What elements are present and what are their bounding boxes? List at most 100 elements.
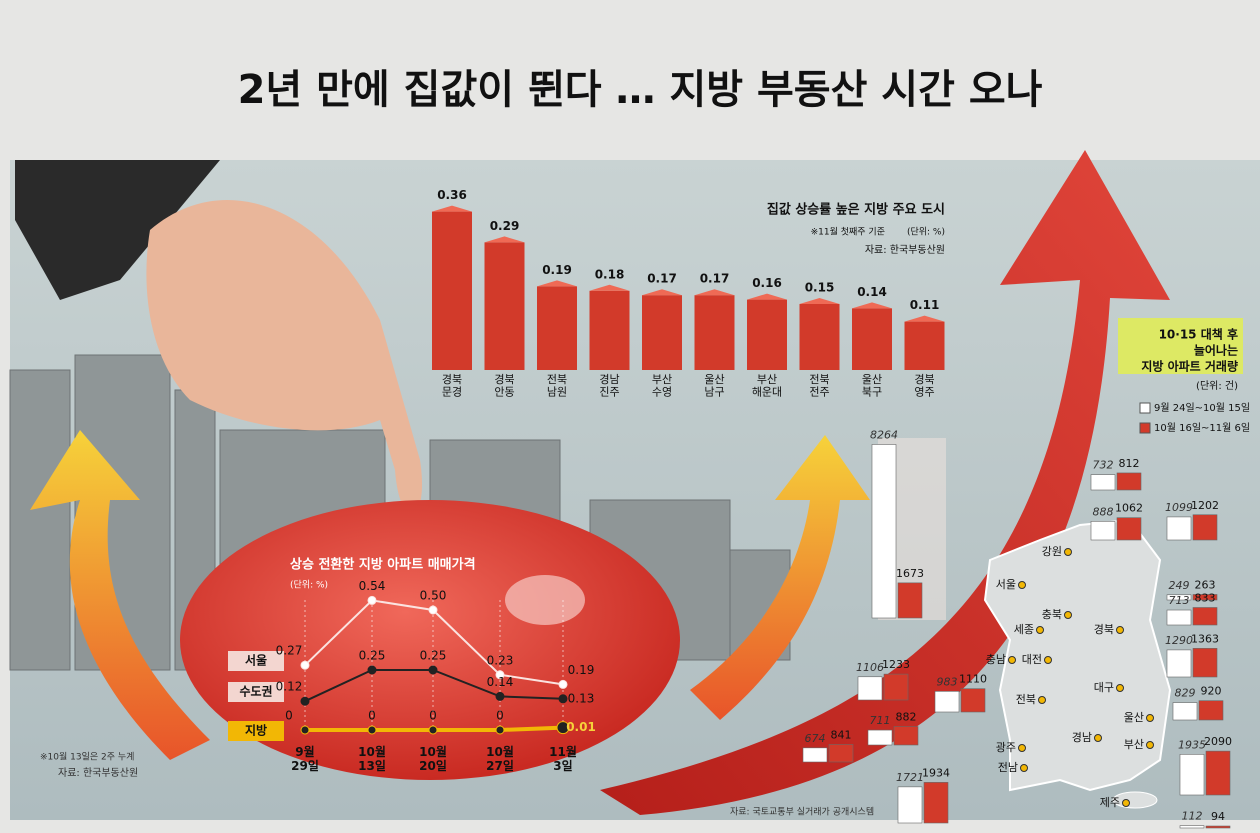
legend-label: 수도권 <box>239 685 272 699</box>
value-label: 0.16 <box>752 276 782 290</box>
value-label: 0.13 <box>568 691 595 705</box>
bar <box>537 286 577 370</box>
page-title: 2년 만에 집값이 뛴다 … 지방 부동산 시간 오나 <box>238 67 1043 113</box>
chart-source: 자료: 국토교통부 실거래가 공개시스템 <box>730 806 874 818</box>
region-dot <box>1116 684 1124 692</box>
value-label: 112 <box>1182 810 1203 823</box>
value-label: 0.29 <box>490 219 520 233</box>
bar <box>828 744 854 763</box>
chart-unit: (단위: %) <box>290 580 328 591</box>
bar <box>799 304 840 370</box>
bar <box>1198 700 1224 721</box>
x-tick-label: 울산 북구 <box>862 373 882 399</box>
value-label: 841 <box>831 728 852 741</box>
bar <box>802 747 828 763</box>
bar-top <box>904 315 945 322</box>
x-tick-label: 부산 수영 <box>652 373 672 399</box>
point <box>300 660 310 670</box>
bar <box>642 295 682 370</box>
bar <box>852 308 892 370</box>
value-label: 713 <box>1169 594 1190 607</box>
chart-source: 자료: 한국부동산원 <box>865 244 945 256</box>
bar <box>904 321 945 370</box>
bar <box>897 786 923 824</box>
bar <box>747 299 787 370</box>
point <box>367 725 377 735</box>
value-label: 0.25 <box>359 649 386 663</box>
bar-top <box>852 302 892 309</box>
chart-source: 자료: 한국부동산원 <box>58 767 138 779</box>
value-label: 94 <box>1211 810 1225 823</box>
value-label: 732 <box>1093 459 1114 472</box>
chart-note: ※10월 13일은 2주 누계 <box>40 751 134 763</box>
value-label: 0.17 <box>647 272 677 286</box>
point <box>367 595 377 605</box>
value-label: 1202 <box>1191 499 1219 512</box>
value-label: 711 <box>870 714 891 727</box>
point <box>558 679 568 689</box>
bar <box>923 782 949 824</box>
region-dot <box>1146 741 1154 749</box>
value-label: 0.14 <box>857 285 887 299</box>
bar-top <box>589 284 630 291</box>
bar-top <box>642 289 682 296</box>
value-label: 263 <box>1195 578 1216 591</box>
value-label: 674 <box>805 732 826 745</box>
sleeve <box>15 160 220 300</box>
bar <box>1192 594 1218 601</box>
value-label: 2090 <box>1204 735 1232 748</box>
point <box>495 670 505 680</box>
bar <box>893 726 919 746</box>
value-label: 8264 <box>870 428 898 441</box>
bar <box>1205 750 1231 796</box>
bar <box>1179 825 1205 829</box>
bar <box>1179 754 1205 796</box>
region-label: 세종 <box>1014 623 1034 636</box>
bar <box>883 673 909 701</box>
legend-swatch <box>1139 422 1151 434</box>
value-label: 249 <box>1169 579 1190 592</box>
point <box>556 721 570 735</box>
bar-top <box>694 289 735 296</box>
value-label: 0 <box>496 709 504 723</box>
region-dot <box>1008 656 1016 664</box>
region-label: 경북 <box>1094 623 1114 636</box>
bar-top <box>432 205 472 212</box>
value-label: 1934 <box>922 766 950 779</box>
point <box>300 696 310 706</box>
chart-title: 상승 전환한 지방 아파트 매매가격 <box>290 557 476 573</box>
bar-top <box>799 298 840 304</box>
x-tick-label: 부산 해운대 <box>752 373 782 399</box>
region-label: 광주 <box>996 741 1016 754</box>
chart-title: 10·15 대책 후 <box>1159 327 1238 342</box>
region-label: 충북 <box>1042 608 1062 621</box>
point <box>558 694 568 704</box>
value-label: 1106 <box>856 661 884 674</box>
highlight <box>505 575 585 625</box>
legend-label: 지방 <box>245 723 267 738</box>
yellow-arrow <box>690 435 870 720</box>
hand <box>146 200 423 515</box>
region-dot <box>1018 744 1026 752</box>
value-label: 1721 <box>896 771 924 784</box>
bar <box>1116 472 1142 491</box>
point <box>495 691 505 701</box>
x-tick-label: 9월 29일 <box>291 744 319 773</box>
bar <box>1090 521 1116 541</box>
legend-box <box>228 651 284 671</box>
point <box>428 605 438 615</box>
value-label: 1673 <box>896 567 924 580</box>
value-label: 920 <box>1201 685 1222 698</box>
value-label: 0 <box>429 709 437 723</box>
x-tick-label: 경북 문경 <box>442 373 462 399</box>
value-label: 0.36 <box>437 188 467 202</box>
value-label: 0.01 <box>566 720 596 734</box>
bar <box>432 211 472 370</box>
x-tick-label: 경남 진주 <box>599 373 619 399</box>
value-label: 0 <box>285 709 293 723</box>
bar <box>484 242 525 370</box>
value-label: 0.18 <box>595 267 625 281</box>
value-label: 0.23 <box>487 653 514 667</box>
bar <box>934 691 960 713</box>
